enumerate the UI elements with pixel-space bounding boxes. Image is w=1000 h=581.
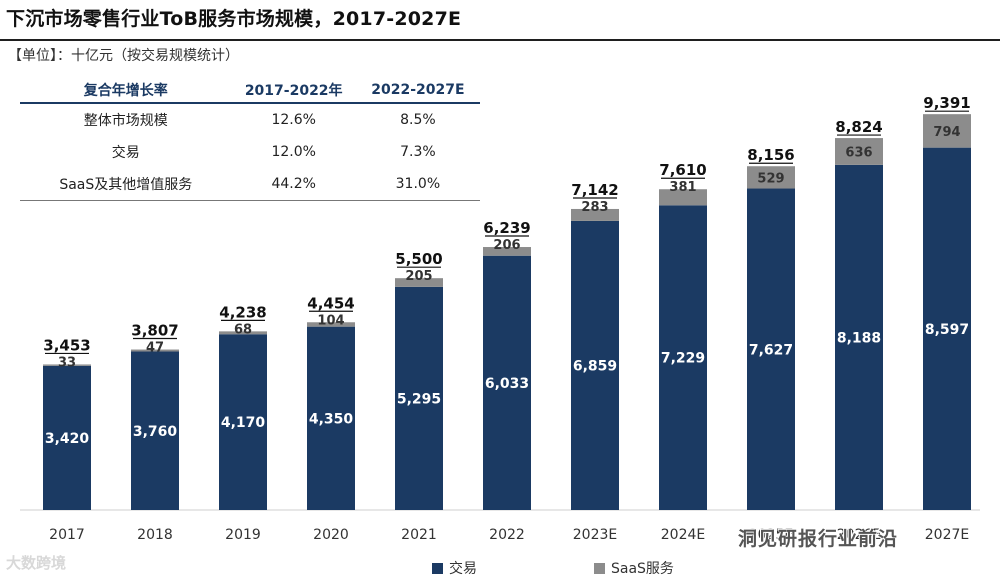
bar-transaction: [835, 164, 883, 510]
cagr-value: 44.2%: [231, 168, 356, 201]
cagr-value: 7.3%: [400, 144, 436, 160]
cagr-row-label: 交易: [111, 145, 140, 161]
bar-saas: [659, 189, 707, 206]
bar-saas: [43, 364, 91, 366]
cagr-table: 复合年增长率 2017-2022年 2022-2027E 整体市场规模 12.6…: [20, 78, 480, 201]
legend-swatch-transaction: [432, 562, 443, 574]
cagr-row-transaction: 交易 12.0% 7.3%: [20, 136, 480, 168]
x-tick-label: 2021: [401, 527, 437, 543]
bar-total-label: 6,239: [483, 219, 530, 237]
bar-total-label: 3,807: [131, 322, 178, 340]
bar-total-label: 7,610: [659, 161, 706, 179]
cagr-header-period-2: 2022-2027E: [355, 78, 480, 104]
watermark-right: 洞见研报行业前沿: [738, 528, 899, 550]
unit-note: 【单位】：十亿元（按交易规模统计）: [8, 48, 239, 64]
x-tick-label: 2022: [489, 527, 525, 543]
bar-label-saas: 283: [581, 200, 608, 215]
bar-transaction: [659, 205, 707, 510]
bar-label-transaction: 8,597: [925, 322, 969, 338]
bar-transaction: [395, 286, 443, 510]
x-tick-label: 2017: [49, 527, 85, 543]
chart-title: 下沉市场零售行业ToB服务市场规模，2017-2027E: [6, 8, 462, 30]
bar-label-saas: 206: [493, 238, 520, 253]
cagr-value: 12.0%: [271, 144, 316, 160]
legend-label-saas: SaaS服务: [611, 561, 674, 577]
bar-label-transaction: 8,188: [837, 330, 881, 346]
legend-item-saas: SaaS服务: [594, 558, 674, 578]
cagr-header-row: 复合年增长率 2017-2022年 2022-2027E: [20, 78, 480, 104]
bar-total-label: 7,142: [571, 181, 618, 199]
bar-label-saas: 47: [146, 341, 164, 356]
cagr-value: 12.6%: [271, 112, 316, 128]
bar-total-label: 9,391: [923, 94, 970, 112]
x-tick-label: 2027E: [925, 527, 969, 543]
bar-total-label: 8,824: [835, 118, 882, 136]
bar-label-saas: 381: [669, 180, 696, 195]
bar-saas: [131, 349, 179, 352]
x-tick-label: 2026E: [837, 527, 881, 543]
bar-total-label: 5,500: [395, 250, 442, 268]
bar-label-saas: 529: [757, 171, 784, 186]
bar-label-saas: 636: [845, 145, 872, 160]
bar-label-transaction: 3,420: [45, 431, 90, 447]
bar-label-transaction: 6,859: [573, 358, 617, 374]
x-tick-label: 2019: [225, 527, 261, 543]
x-tick-label: 2024E: [661, 527, 705, 543]
cagr-header-period-1: 2017-2022年: [231, 78, 356, 104]
cagr-value: 31.0%: [355, 168, 480, 201]
bar-saas: [747, 166, 795, 189]
legend-swatch-saas: [594, 562, 605, 574]
x-tick-label: 2020: [313, 527, 349, 543]
bar-transaction: [131, 351, 179, 510]
bar-label-transaction: 7,229: [661, 351, 705, 367]
bar-label-saas: 68: [234, 322, 252, 337]
title-divider: [0, 39, 1000, 41]
bar-label-transaction: 6,033: [485, 376, 529, 392]
bar-label-saas: 205: [405, 269, 432, 284]
bar-saas: [219, 331, 267, 335]
bar-label-transaction: 7,627: [749, 342, 793, 358]
bar-total-label: 4,238: [219, 303, 266, 321]
bar-transaction: [43, 365, 91, 510]
bar-transaction: [747, 188, 795, 510]
x-tick-label: 2025E: [749, 527, 793, 543]
bar-label-saas: 104: [317, 313, 344, 328]
watermark-left: 大数跨境: [6, 554, 67, 572]
bar-saas: [395, 278, 443, 287]
bar-total-label: 4,454: [307, 294, 354, 312]
bar-transaction: [483, 255, 531, 510]
bar-saas: [483, 247, 531, 256]
bar-transaction: [923, 147, 971, 510]
bar-label-transaction: 5,295: [397, 391, 441, 407]
bar-saas: [307, 322, 355, 327]
cagr-row-label: 整体市场规模: [83, 113, 168, 129]
bar-total-label: 3,453: [43, 336, 90, 354]
bar-saas: [571, 208, 619, 221]
bar-label-saas: 794: [933, 125, 960, 140]
bar-label-saas: 33: [58, 355, 76, 370]
bar-label-transaction: 4,170: [221, 415, 266, 431]
cagr-row-total: 整体市场规模 12.6% 8.5%: [20, 103, 480, 136]
cagr-row-label: SaaS及其他增值服务: [20, 168, 232, 201]
x-tick-label: 2018: [137, 527, 173, 543]
legend-item-transaction: 交易: [432, 558, 477, 578]
bar-saas: [835, 138, 883, 165]
bar-label-transaction: 4,350: [309, 411, 354, 427]
legend-label-transaction: 交易: [449, 561, 477, 577]
bar-transaction: [219, 334, 267, 510]
cagr-value: 8.5%: [400, 112, 436, 128]
cagr-header-metric: 复合年增长率: [20, 78, 232, 104]
bar-saas: [923, 114, 971, 148]
x-tick-label: 2023E: [573, 527, 617, 543]
bar-total-label: 8,156: [747, 146, 794, 164]
cagr-row-saas: SaaS及其他增值服务 44.2% 31.0%: [20, 168, 480, 201]
bar-label-transaction: 3,760: [133, 424, 178, 440]
bar-transaction: [571, 220, 619, 511]
bar-transaction: [307, 326, 355, 510]
